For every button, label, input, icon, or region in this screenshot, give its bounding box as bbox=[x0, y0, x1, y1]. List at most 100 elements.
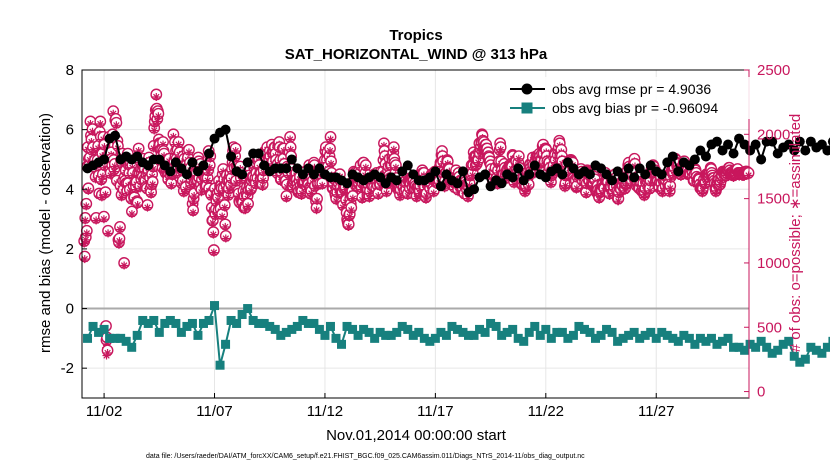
bias-point bbox=[221, 339, 231, 349]
bias-point bbox=[795, 357, 805, 367]
bias-point bbox=[552, 327, 562, 337]
obs-assimilated-point bbox=[412, 194, 421, 203]
obs-assimilated-point bbox=[214, 195, 223, 204]
obs-assimilated-point bbox=[154, 112, 163, 121]
bias-point bbox=[215, 360, 225, 370]
obs-assimilated-point bbox=[206, 154, 215, 163]
obs-assimilated-point bbox=[259, 176, 268, 185]
rmse-point bbox=[673, 166, 684, 177]
obs-assimilated-point bbox=[179, 189, 188, 198]
obs-assimilated-point bbox=[197, 188, 206, 197]
bias-point bbox=[535, 330, 545, 340]
obs-assimilated-point bbox=[133, 201, 142, 210]
obs-assimilated-point bbox=[82, 202, 91, 211]
obs-assimilated-point bbox=[312, 206, 321, 215]
bias-point bbox=[585, 327, 595, 337]
obs-assimilated-point bbox=[630, 162, 639, 171]
bias-point bbox=[182, 321, 192, 331]
obs-assimilated-point bbox=[326, 147, 335, 156]
bias-point bbox=[292, 321, 302, 331]
obs-assimilated-point bbox=[510, 180, 519, 189]
chart-title: Tropics bbox=[389, 27, 442, 44]
rmse-point bbox=[618, 172, 629, 183]
rmse-point bbox=[496, 178, 507, 189]
rmse-point bbox=[524, 169, 535, 180]
bias-point bbox=[121, 336, 131, 346]
rmse-point bbox=[711, 136, 722, 147]
obs-assimilated-point bbox=[174, 140, 183, 149]
obs-assimilated-point bbox=[204, 168, 213, 177]
rmse-point bbox=[480, 169, 491, 180]
obs-assimilated-point bbox=[347, 206, 356, 215]
rmse-point bbox=[99, 154, 110, 165]
bias-point bbox=[640, 330, 650, 340]
obs-assimilated-point bbox=[150, 126, 159, 135]
rmse-point bbox=[767, 136, 778, 147]
bias-point bbox=[419, 333, 429, 343]
bias-point bbox=[695, 333, 705, 343]
bias-point bbox=[342, 321, 352, 331]
obs-assimilated-point bbox=[127, 210, 136, 219]
obs-assimilated-point bbox=[389, 145, 398, 154]
obs-assimilated-point bbox=[209, 248, 218, 257]
obs-assimilated-point bbox=[605, 192, 614, 201]
obs-assimilated-point bbox=[181, 185, 190, 194]
obs-assimilated-point bbox=[646, 186, 655, 195]
obs-assimilated-point bbox=[143, 203, 152, 212]
bias-point bbox=[105, 333, 115, 343]
obs-assimilated-point bbox=[117, 193, 126, 202]
obs-assimilated-point bbox=[358, 195, 367, 204]
y-tick-label-left: -2 bbox=[61, 360, 74, 377]
obs-assimilated-point bbox=[207, 193, 216, 202]
bias-point bbox=[508, 324, 518, 334]
obs-assimilated-point bbox=[115, 237, 124, 246]
bias-point bbox=[806, 342, 816, 352]
obs-assimilated-point bbox=[80, 239, 89, 248]
chart-subtitle: SAT_HORIZONTAL_WIND @ 313 hPa bbox=[285, 46, 548, 63]
obs-assimilated-point bbox=[212, 199, 221, 208]
obs-assimilated-point bbox=[189, 197, 198, 206]
rmse-point bbox=[629, 172, 640, 183]
bias-point bbox=[138, 315, 148, 325]
obs-assimilated-point bbox=[474, 158, 483, 167]
rmse-point bbox=[181, 169, 192, 180]
y-tick-label-right: 1500 bbox=[757, 191, 790, 208]
bias-point bbox=[110, 333, 120, 343]
x-tick-label: 11/02 bbox=[86, 403, 122, 420]
obs-assimilated-point bbox=[224, 186, 233, 195]
obs-assimilated-point bbox=[496, 145, 505, 154]
obs-assimilated-point bbox=[203, 176, 212, 185]
obs-assimilated-point bbox=[103, 339, 112, 348]
obs-assimilated-point bbox=[546, 180, 555, 189]
rmse-point bbox=[237, 169, 248, 180]
rmse-point bbox=[667, 151, 678, 162]
bias-point bbox=[325, 321, 335, 331]
obs-assimilated-point bbox=[348, 194, 357, 203]
bias-point bbox=[635, 333, 645, 343]
obs-assimilated-point bbox=[103, 348, 112, 357]
y-tick-label-left: 4 bbox=[66, 181, 74, 198]
obs-assimilated-point bbox=[241, 206, 250, 215]
obs-assimilated-point bbox=[338, 190, 347, 199]
bias-point bbox=[464, 330, 474, 340]
bias-point bbox=[403, 324, 413, 334]
rmse-point bbox=[198, 160, 209, 171]
obs-assimilated-point bbox=[251, 181, 260, 190]
grid bbox=[82, 69, 749, 398]
obs-assimilated-point bbox=[118, 161, 127, 170]
bias-point bbox=[817, 348, 827, 358]
rmse-point bbox=[435, 181, 446, 192]
obs-assimilated-point bbox=[561, 181, 570, 190]
bias-point bbox=[441, 330, 451, 340]
obs-assimilated-point bbox=[666, 175, 675, 184]
bias-point bbox=[767, 348, 777, 358]
bias-point bbox=[348, 324, 358, 334]
rmse-point bbox=[402, 160, 413, 171]
obs-assimilated-point bbox=[232, 179, 241, 188]
obs-assimilated-point bbox=[190, 192, 199, 201]
obs-assimilated-point bbox=[665, 189, 674, 198]
bias-point bbox=[729, 342, 739, 352]
bias-point bbox=[298, 315, 308, 325]
bias-point bbox=[662, 330, 672, 340]
x-tick-label: 11/17 bbox=[417, 403, 453, 420]
